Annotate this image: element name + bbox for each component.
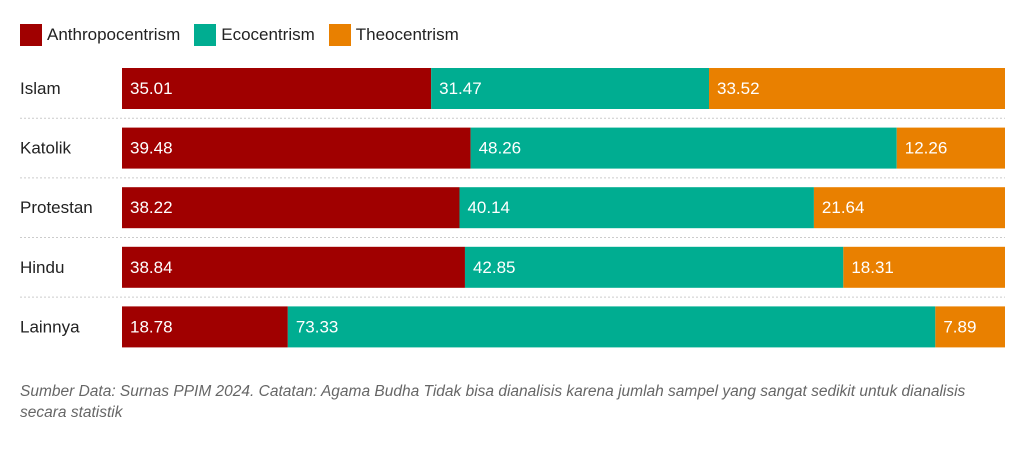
data-label-hindu-ecocentrism: 42.85	[473, 258, 516, 277]
bar-segment-katolik-anthropocentrism[interactable]	[122, 127, 471, 169]
chart-footnote: Sumber Data: Surnas PPIM 2024. Catatan: …	[20, 383, 966, 421]
bar-segment-katolik-ecocentrism[interactable]	[470, 127, 897, 169]
legend-label-anthropocentrism: Anthropocentrism	[47, 25, 181, 44]
bar-segment-protestan-anthropocentrism[interactable]	[122, 187, 460, 229]
bar-segment-hindu-anthropocentrism[interactable]	[122, 246, 465, 288]
chart-legend: Anthropocentrism Ecocentrism Theocentris…	[20, 23, 473, 47]
data-label-hindu-anthropocentrism: 38.84	[130, 258, 173, 277]
bar-segment-islam-ecocentrism[interactable]	[431, 68, 710, 109]
bar-segment-protestan-ecocentrism[interactable]	[459, 187, 814, 229]
data-label-lainnya-anthropocentrism: 18.78	[130, 317, 173, 336]
bar-segment-hindu-theocentrism[interactable]	[843, 246, 1005, 288]
bar-segment-islam-theocentrism[interactable]	[709, 68, 1005, 109]
data-label-islam-ecocentrism: 31.47	[439, 79, 482, 98]
legend-swatch-theocentrism	[328, 24, 351, 46]
data-label-katolik-ecocentrism: 48.26	[479, 139, 522, 158]
data-label-protestan-anthropocentrism: 38.22	[130, 198, 173, 217]
bar-segment-lainnya-theocentrism[interactable]	[935, 306, 1005, 348]
bar-segment-lainnya-ecocentrism[interactable]	[287, 306, 936, 348]
bar-segment-hindu-ecocentrism[interactable]	[464, 246, 844, 288]
data-label-islam-anthropocentrism: 35.01	[130, 79, 173, 98]
data-label-katolik-theocentrism: 12.26	[905, 139, 948, 158]
bar-segment-islam-anthropocentrism[interactable]	[122, 68, 432, 109]
bar-segment-protestan-theocentrism[interactable]	[813, 187, 1005, 229]
category-label-protestan: Protestan	[20, 198, 93, 217]
data-label-lainnya-ecocentrism: 73.33	[296, 317, 339, 336]
category-label-islam: Islam	[20, 79, 61, 98]
category-label-katolik: Katolik	[20, 139, 72, 158]
legend-swatch-anthropocentrism	[20, 24, 42, 46]
legend-item-anthropocentrism[interactable]: Anthropocentrism	[20, 24, 180, 46]
stacked-bar-chart: Islam 35.01 31.47 33.52 Katolik 39.48 48.26 12.…	[20, 68, 1005, 348]
data-label-protestan-theocentrism: 21.64	[822, 198, 865, 217]
data-label-hindu-theocentrism: 18.31	[851, 258, 894, 277]
data-label-protestan-ecocentrism: 40.14	[467, 198, 510, 217]
legend-label-ecocentrism: Ecocentrism	[221, 25, 315, 44]
legend-item-ecocentrism[interactable]: Ecocentrism	[194, 24, 315, 46]
bar-segment-katolik-theocentrism[interactable]	[896, 127, 1005, 169]
category-label-hindu: Hindu	[20, 258, 64, 277]
data-label-lainnya-theocentrism: 7.89	[943, 317, 976, 336]
data-label-islam-theocentrism: 33.52	[717, 79, 760, 98]
legend-item-theocentrism[interactable]: Theocentrism	[328, 24, 459, 46]
legend-label-theocentrism: Theocentrism	[355, 25, 459, 44]
bar-segment-lainnya-anthropocentrism[interactable]	[122, 306, 288, 348]
legend-swatch-ecocentrism	[194, 24, 217, 46]
category-label-lainnya: Lainnya	[20, 317, 80, 336]
data-label-katolik-anthropocentrism: 39.48	[130, 139, 173, 158]
